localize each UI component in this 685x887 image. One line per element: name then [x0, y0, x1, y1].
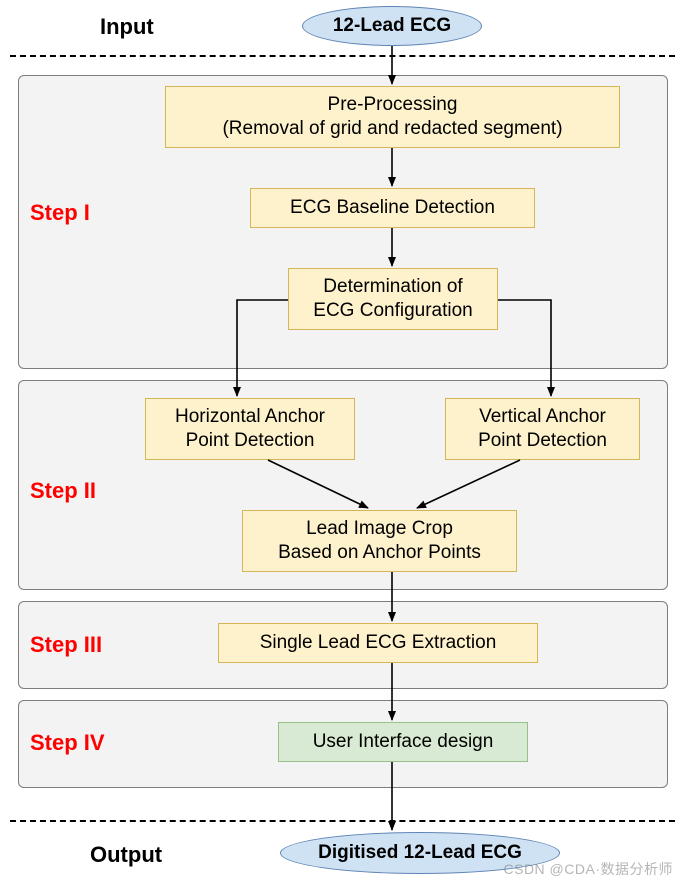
node-ui-design: User Interface design [278, 722, 528, 762]
label-step3: Step III [30, 632, 102, 658]
label-input: Input [100, 14, 154, 40]
node-input-ellipse: 12-Lead ECG [302, 6, 482, 46]
node-single-lead: Single Lead ECG Extraction [218, 623, 538, 663]
dashed-top [10, 55, 675, 57]
label-step1: Step I [30, 200, 90, 226]
node-output-ellipse-text: Digitised 12-Lead ECG [318, 842, 522, 864]
node-crop: Lead Image Crop Based on Anchor Points [242, 510, 517, 572]
node-v-anchor: Vertical Anchor Point Detection [445, 398, 640, 460]
flowchart-canvas: Input Output Step I Step II Step III Ste… [0, 0, 685, 887]
watermark-text: CSDN @CDA·数据分析师 [504, 859, 674, 879]
label-output: Output [90, 842, 162, 868]
dashed-bottom [10, 820, 675, 822]
label-step4: Step IV [30, 730, 105, 756]
node-input-ellipse-text: 12-Lead ECG [333, 15, 451, 37]
node-preprocessing: Pre-Processing (Removal of grid and reda… [165, 86, 620, 148]
node-h-anchor: Horizontal Anchor Point Detection [145, 398, 355, 460]
node-config: Determination of ECG Configuration [288, 268, 498, 330]
label-step2: Step II [30, 478, 96, 504]
node-baseline: ECG Baseline Detection [250, 188, 535, 228]
